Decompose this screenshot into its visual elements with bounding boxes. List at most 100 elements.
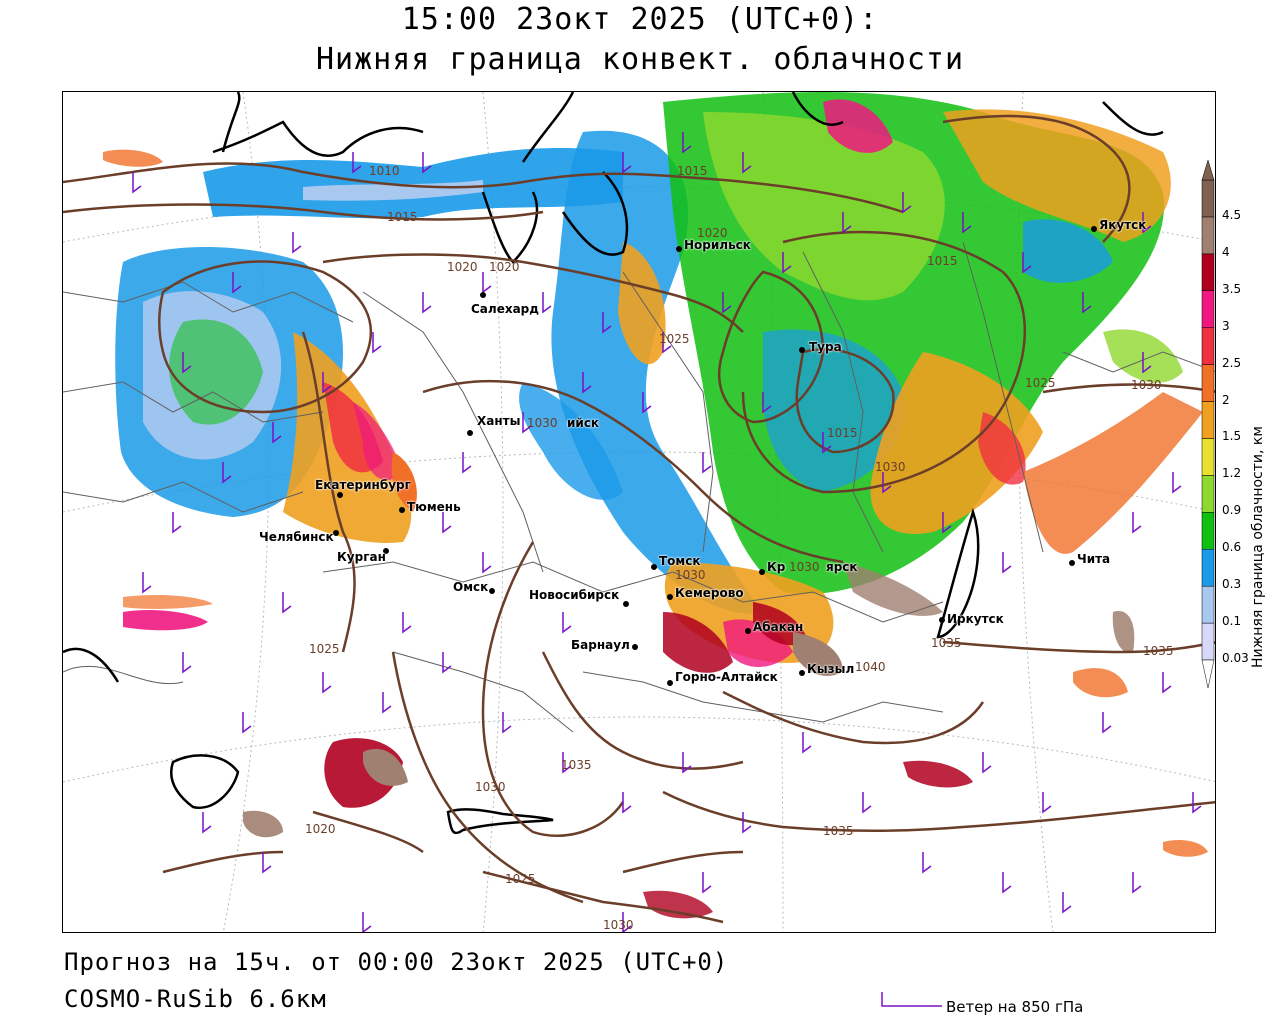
isobar-label: 1030	[789, 560, 820, 574]
model-name: COSMO-RuSib 6.6км	[64, 985, 327, 1013]
city-dot	[799, 670, 805, 676]
city-label-kemerovo: Кемерово	[675, 586, 744, 600]
legend-level-label: 0.03	[1222, 651, 1249, 665]
city-label-kyzyl: Кызыл	[807, 662, 855, 676]
city-label-ekaterinburg: Екатеринбург	[315, 478, 411, 492]
isobar-label: 1030	[603, 918, 634, 932]
legend-level-label: 4.5	[1222, 207, 1242, 222]
legend-level-label: 4	[1222, 244, 1230, 259]
city-label-salekhard: Салехард	[471, 302, 539, 316]
city-dot	[667, 594, 673, 600]
isobar-label: 1030	[475, 780, 506, 794]
legend-swatch	[1201, 179, 1215, 218]
city-label-norilsk: Норильск	[684, 238, 751, 252]
city-dot	[799, 347, 805, 353]
legend-colorbar	[1201, 160, 1215, 689]
legend-swatch	[1201, 622, 1215, 661]
city-dot	[399, 507, 405, 513]
city-label-novosibirsk: Новосибирск	[529, 588, 620, 602]
legend-swatch	[1201, 216, 1215, 255]
isobars	[63, 114, 1215, 924]
city-dot	[489, 588, 495, 594]
isobar-label: 1030	[527, 416, 558, 430]
legend-title: Нижняя граница облачности, км	[1250, 426, 1266, 668]
legend-swatch	[1201, 512, 1215, 550]
city-dot	[632, 644, 638, 650]
isobar-label: 1040	[855, 660, 886, 674]
city-dot	[467, 430, 473, 436]
map-canvas	[63, 92, 1215, 932]
legend-swatch	[1201, 401, 1215, 439]
legend-level-label: 1.5	[1222, 429, 1242, 444]
isobar-label: 1035	[823, 824, 854, 838]
map-title: 15:00 23окт 2025 (UTC+0):	[401, 2, 879, 37]
legend-level-label: 3.5	[1222, 281, 1242, 296]
legend-swatch	[1201, 475, 1215, 513]
isobar-label: 1020	[489, 260, 520, 274]
legend-swatch	[1201, 548, 1215, 587]
isobar-label: 1030	[675, 568, 706, 582]
isobar-label: 1025	[659, 332, 690, 346]
city-label-khanty: Ханты	[477, 414, 521, 428]
city-label-barnaul: Барнаул	[571, 638, 630, 652]
map-subtitle: Нижняя граница конвект. облачности	[315, 42, 965, 77]
isobar-label: 1010	[369, 164, 400, 178]
legend-level-label: 2.5	[1222, 355, 1242, 370]
legend-level-label: 3	[1222, 318, 1230, 333]
legend-swatch	[1201, 290, 1215, 328]
wind-legend-label: Ветер на 850 гПа	[946, 998, 1084, 1016]
legend-arrow-bottom	[1201, 659, 1215, 689]
isobar-label: 1035	[561, 758, 592, 772]
forecast-info: Прогноз на 15ч. от 00:00 23окт 2025 (UTC…	[64, 948, 729, 976]
isobar-label: 1035	[1143, 644, 1174, 658]
wind-legend: Ветер на 850 гПа	[880, 988, 1140, 1018]
city-dot	[759, 569, 765, 575]
city-dot	[480, 292, 486, 298]
legend-level-label: 0.9	[1222, 503, 1242, 518]
isobar-label: 1025	[309, 642, 340, 656]
city-dot	[337, 492, 343, 498]
legend-level-label: 0.6	[1222, 540, 1242, 555]
city-dot	[1069, 560, 1075, 566]
isobar-label: 1030	[875, 460, 906, 474]
city-label-krasnoyarsk: Кр	[767, 560, 786, 574]
wind-barbs	[132, 132, 1202, 932]
isobar-label: 1015	[387, 210, 418, 224]
isobar-label: 1025	[505, 872, 536, 886]
city-label-chelyabinsk: Челябинск	[259, 530, 334, 544]
color-legend: 0.03 0.1 0.3 0.6 0.9 1.2 1.5 2 2.5 3 3.5 4 4.5	[1200, 160, 1280, 690]
city-label-kurgan: Курган	[337, 550, 386, 564]
city-label-khanty-tail: ийск	[567, 416, 600, 430]
legend-swatch	[1201, 364, 1215, 402]
legend-swatch	[1201, 438, 1215, 476]
city-label-tura: Тура	[809, 340, 842, 354]
isobar-label: 1030	[1131, 378, 1162, 392]
city-label-gorno-altaysk: Горно-Алтайск	[675, 670, 778, 684]
city-dot	[745, 628, 751, 634]
city-label-yakutsk: Якутск	[1099, 218, 1147, 232]
isobar-label: 1015	[677, 164, 708, 178]
city-label-tyumen: Тюмень	[407, 500, 461, 514]
isobar-label: 1015	[827, 426, 858, 440]
city-label-tomsk: Томск	[659, 554, 701, 568]
city-dot	[623, 601, 629, 607]
city-dot	[1091, 226, 1097, 232]
isobar-label: 1015	[927, 254, 958, 268]
city-dot	[667, 680, 673, 686]
wind-barb-icon	[881, 992, 942, 1007]
city-label-krasnoyarsk-tail: ярск	[826, 560, 858, 574]
isobar-label: 1020	[305, 822, 336, 836]
legend-level-label: 0.1	[1222, 614, 1242, 629]
city-dot	[333, 530, 339, 536]
isobar-label: 1035	[931, 636, 962, 650]
city-label-abakan: Абакан	[753, 620, 804, 634]
weather-map: Якутск Норильск Салехард Тура Ханты ийск…	[62, 91, 1216, 933]
legend-arrow-top	[1201, 160, 1215, 181]
legend-level-label: 0.3	[1222, 577, 1242, 592]
city-dot	[676, 246, 682, 252]
city-dot	[939, 617, 945, 623]
city-label-irkutsk: Иркутск	[947, 612, 1004, 626]
legend-swatch	[1201, 253, 1215, 292]
legend-swatch	[1201, 327, 1215, 365]
city-dot	[383, 548, 389, 554]
